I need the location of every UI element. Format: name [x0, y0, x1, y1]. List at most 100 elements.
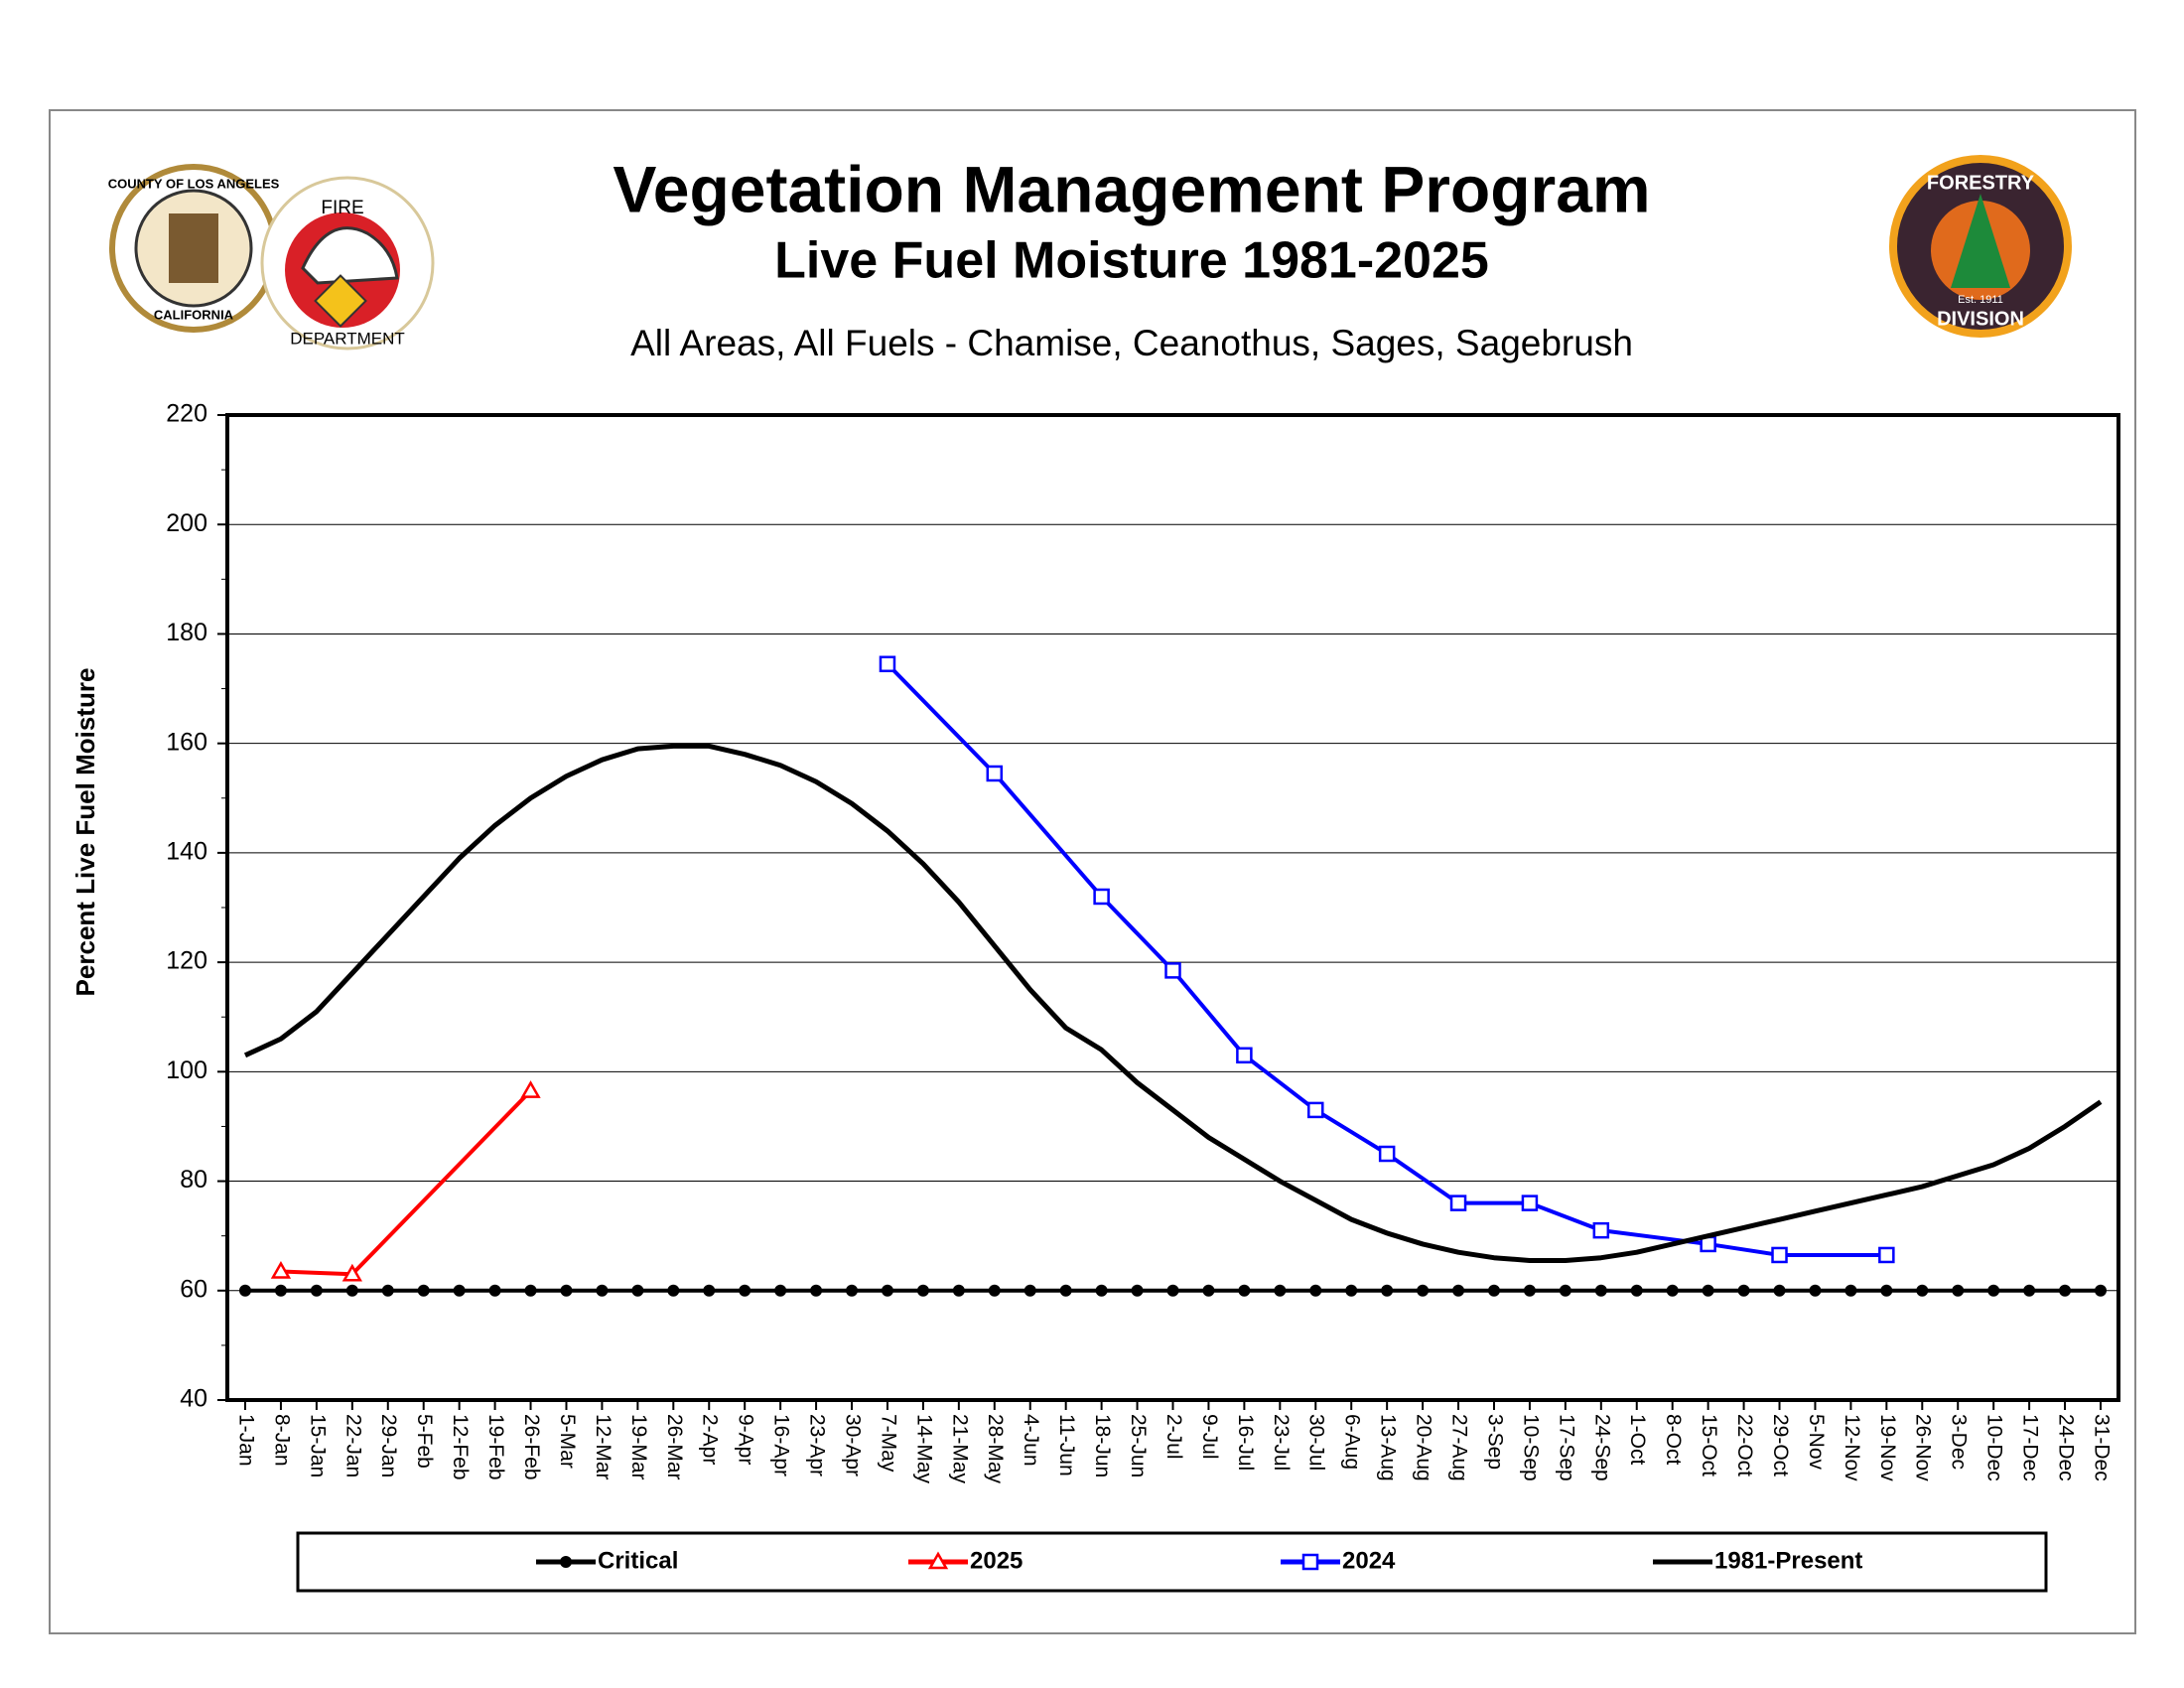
marker [1345, 1284, 1358, 1297]
marker [1773, 1284, 1786, 1297]
x-tick-label: 26-Mar [663, 1414, 686, 1480]
y-axis-label: Percent Live Fuel Moisture [70, 668, 100, 997]
left-logo: COUNTY OF LOS ANGELES CALIFORNIA FIRE DE… [108, 164, 435, 351]
y-tick-label: 120 [166, 947, 207, 975]
marker [1202, 1284, 1215, 1297]
marker [274, 1284, 287, 1297]
x-tick-label: 26-Feb [520, 1414, 543, 1480]
marker [1559, 1284, 1571, 1297]
x-tick-label: 29-Jan [377, 1414, 400, 1477]
y-tick-label: 100 [166, 1056, 207, 1084]
badge-text: DEPARTMENT [290, 329, 405, 348]
x-tick-label: 9-Apr [735, 1414, 757, 1465]
legend-label: Critical [598, 1547, 678, 1574]
x-tick-label: 15-Jan [306, 1414, 329, 1477]
x-tick-label: 27-Aug [1447, 1414, 1470, 1481]
x-tick-label: 6-Aug [1341, 1414, 1364, 1470]
x-tick-label: 20-Aug [1413, 1414, 1435, 1481]
seal-text: CALIFORNIA [154, 307, 234, 322]
x-tick-label: 12-Feb [449, 1414, 472, 1480]
y-tick-label: 160 [166, 728, 207, 756]
x-tick-label: 14-May [912, 1414, 935, 1484]
marker [1309, 1284, 1322, 1297]
marker [1449, 1195, 1467, 1211]
marker [631, 1284, 644, 1297]
x-tick-label: 23-Jul [1270, 1414, 1293, 1471]
marker [1131, 1284, 1144, 1297]
x-tick-label: 8-Oct [1662, 1414, 1685, 1466]
marker [2023, 1284, 2036, 1297]
marker [524, 1284, 537, 1297]
x-tick-label: 9-Jul [1198, 1414, 1221, 1460]
x-tick-label: 24-Dec [2055, 1414, 2078, 1481]
marker [1521, 1195, 1539, 1211]
marker [1452, 1284, 1465, 1297]
marker [1702, 1284, 1714, 1297]
marker [1771, 1246, 1788, 1264]
x-tick-label: 19-Mar [627, 1414, 650, 1480]
marker [453, 1284, 466, 1297]
marker [560, 1284, 573, 1297]
marker [270, 1260, 292, 1279]
series-segment [1386, 1152, 1460, 1205]
x-tick-label: 2-Jul [1162, 1414, 1185, 1460]
marker [1878, 1246, 1895, 1264]
marker [1523, 1284, 1536, 1297]
x-tick-label: 19-Nov [1876, 1414, 1899, 1481]
marker [417, 1284, 430, 1297]
marker [1880, 1284, 1893, 1297]
marker [1737, 1284, 1750, 1297]
marker [916, 1284, 929, 1297]
y-tick-label: 180 [166, 619, 207, 646]
y-tick-label: 220 [166, 400, 207, 428]
chart-subtitle: Live Fuel Moisture 1981-2025 [774, 232, 1489, 290]
x-tick-label: 15-Oct [1698, 1414, 1720, 1477]
series-segment [280, 1269, 352, 1277]
x-tick-label: 17-Sep [1555, 1414, 1577, 1481]
marker [520, 1080, 541, 1098]
marker [1093, 888, 1110, 906]
x-tick-label: 16-Jul [1234, 1414, 1257, 1471]
logo-text: FORESTRY [1927, 172, 2035, 194]
marker [927, 1551, 949, 1570]
x-tick-label: 8-Jan [270, 1414, 293, 1467]
x-tick-label: 21-May [948, 1414, 971, 1484]
x-tick-label: 5-Feb [413, 1414, 436, 1469]
marker [1236, 1047, 1253, 1064]
marker [667, 1284, 680, 1297]
x-tick-label: 10-Dec [1983, 1414, 2006, 1481]
marker [1238, 1284, 1251, 1297]
x-tick-label: 16-Apr [770, 1414, 793, 1477]
x-tick-label: 30-Jul [1305, 1414, 1328, 1471]
marker [596, 1284, 609, 1297]
marker [986, 765, 1004, 782]
marker [1594, 1284, 1607, 1297]
marker [1381, 1284, 1394, 1297]
x-tick-label: 2-Apr [699, 1414, 722, 1465]
marker [1952, 1284, 1965, 1297]
y-tick-label: 40 [180, 1385, 207, 1413]
badge-text: FIRE [321, 198, 363, 218]
legend-label: 2024 [1342, 1547, 1396, 1574]
marker [739, 1284, 751, 1297]
x-tick-label: 31-Dec [2090, 1414, 2113, 1481]
marker [1844, 1284, 1857, 1297]
marker [2059, 1284, 2072, 1297]
marker [1274, 1284, 1287, 1297]
right-logo: FORESTRY Est. 1911 DIVISION [1889, 155, 2072, 338]
x-tick-label: 26-Nov [1912, 1414, 1935, 1481]
x-tick-label: 23-Apr [806, 1414, 829, 1477]
x-tick-label: 19-Feb [484, 1414, 507, 1480]
marker [1378, 1145, 1396, 1163]
marker [774, 1284, 787, 1297]
x-tick-label: 22-Oct [1733, 1414, 1756, 1477]
x-tick-label: 7-May [877, 1414, 899, 1473]
x-tick-label: 28-May [984, 1414, 1007, 1484]
marker [879, 655, 896, 673]
series-segment [993, 772, 1104, 899]
marker [1024, 1284, 1036, 1297]
series-segment [1314, 1108, 1389, 1156]
marker [1666, 1284, 1679, 1297]
marker [345, 1284, 358, 1297]
series-segment [1707, 1241, 1780, 1257]
